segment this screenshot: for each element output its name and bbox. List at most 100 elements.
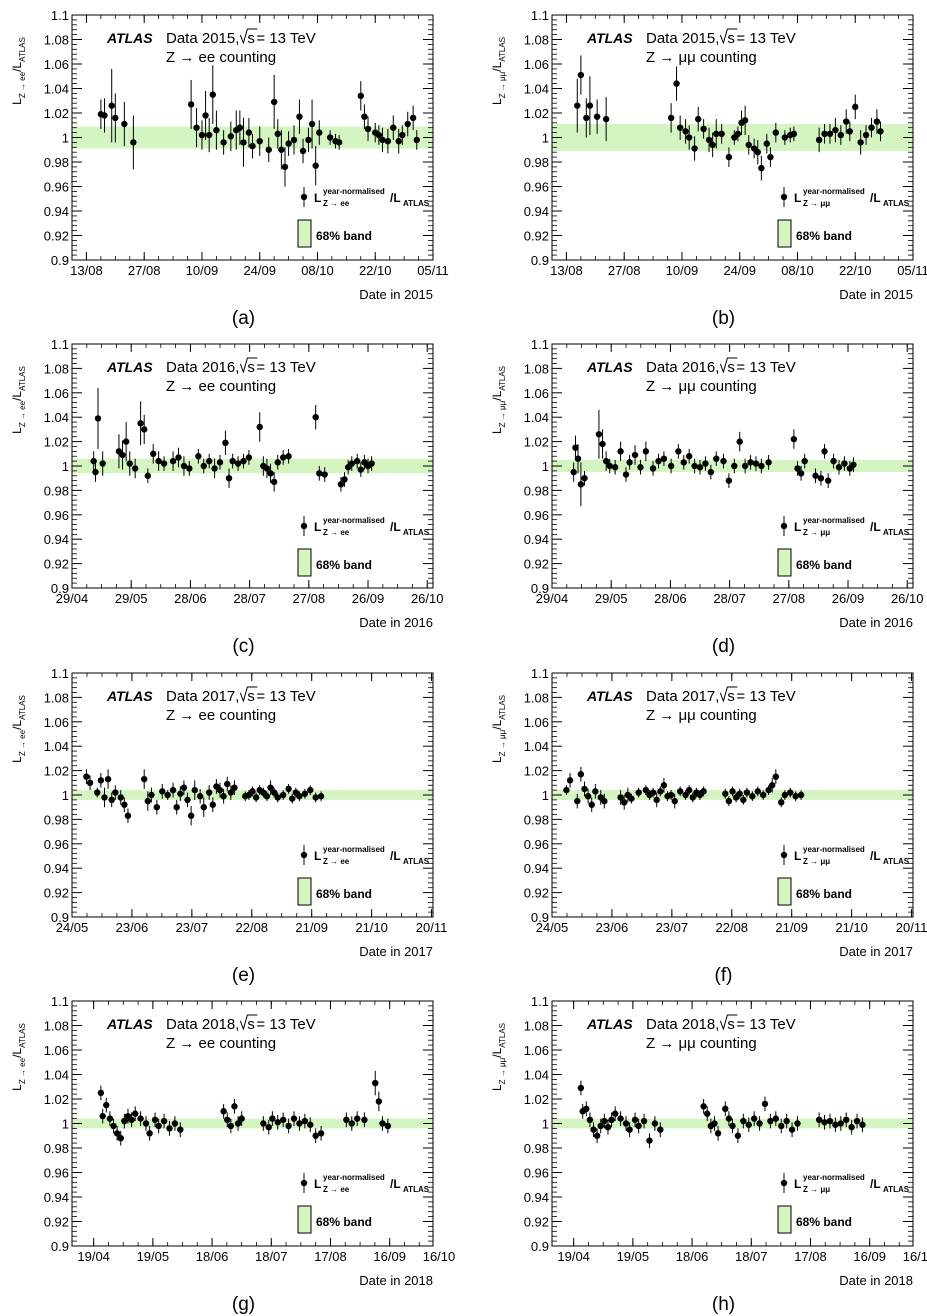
- data-point: [357, 92, 364, 100]
- data-point: [166, 1125, 173, 1132]
- y-tick-label: 1.04: [524, 1068, 549, 1083]
- data-point: [725, 1115, 733, 1122]
- data-point: [581, 475, 588, 482]
- y-tick-label: 1.1: [51, 666, 69, 681]
- sqrt-s-label: s: [247, 688, 255, 705]
- data-point: [252, 794, 260, 801]
- legend-atlas-sub: ATLAS: [403, 857, 430, 866]
- data-point: [224, 1116, 231, 1124]
- data-point: [101, 112, 108, 119]
- data-point: [173, 804, 180, 811]
- data-point: [626, 1126, 633, 1133]
- x-tick-label: 21/10: [835, 920, 868, 935]
- data-point: [593, 1132, 601, 1139]
- y-tick-label: 0.94: [44, 861, 69, 876]
- y-tick-label: 0.9: [51, 910, 69, 925]
- data-point: [756, 1120, 763, 1127]
- y-tick-label: 0.96: [524, 837, 549, 852]
- data-point: [317, 793, 325, 800]
- x-tick-label: 17/08: [314, 1249, 347, 1264]
- y-tick-label: 1.04: [524, 410, 549, 425]
- legend-marker: [780, 851, 788, 859]
- data-point: [83, 773, 90, 780]
- legend-band-label: 68% band: [316, 887, 372, 901]
- x-tick-label: 18/06: [676, 1249, 709, 1264]
- y-axis-label-part: ATLAS: [498, 37, 507, 62]
- x-axis-label: Date in 2017: [359, 944, 433, 959]
- data-point: [747, 459, 754, 466]
- data-point: [104, 775, 112, 783]
- data-point: [792, 793, 799, 800]
- data-point: [130, 139, 137, 146]
- process-label: Z → μμ counting: [646, 49, 757, 66]
- panel-label: (a): [232, 308, 255, 329]
- data-point: [296, 793, 303, 800]
- legend-subscript: Z → μμ: [803, 857, 830, 866]
- data-point: [642, 448, 650, 455]
- data-point: [588, 801, 595, 808]
- atlas-label: ATLAS: [586, 1016, 633, 1032]
- y-tick-label: 1.04: [524, 82, 549, 97]
- data-point: [631, 1116, 639, 1124]
- data-point: [740, 796, 747, 804]
- x-tick-label: 05/11: [897, 263, 927, 278]
- y-axis-label: LZ → μμ/LATLAS: [490, 695, 507, 763]
- y-tick-label: 0.98: [44, 812, 69, 827]
- legend-marker: [300, 193, 308, 201]
- y-tick-label: 1: [62, 1117, 69, 1132]
- sqrt-sign: [239, 357, 258, 374]
- data-point: [227, 1122, 235, 1130]
- data-point: [790, 435, 798, 443]
- legend-ratio: /L: [870, 191, 881, 205]
- legend-subscript: Z → ee: [323, 1185, 350, 1194]
- sqrt-s-label: s: [727, 1016, 735, 1033]
- y-tick-label: 0.9: [531, 910, 549, 925]
- data-point: [265, 146, 272, 153]
- y-tick-label: 0.92: [44, 1215, 69, 1230]
- x-tick-label: 29/04: [56, 591, 89, 606]
- atlas-label: ATLAS: [586, 359, 633, 375]
- data-point: [682, 791, 689, 799]
- y-tick-label: 0.92: [524, 1215, 549, 1230]
- data-point: [621, 799, 628, 806]
- data-point: [142, 1120, 150, 1127]
- energy-label: = 13 TeV: [736, 1016, 795, 1033]
- data-point: [675, 448, 682, 455]
- y-axis-label-part: Z → ee: [18, 1057, 27, 1084]
- x-tick-label: 27/08: [608, 263, 641, 278]
- data-point: [826, 130, 834, 138]
- data-point: [685, 453, 693, 460]
- data-point: [256, 137, 263, 145]
- data-point: [224, 780, 231, 788]
- x-tick-label: 22/08: [236, 920, 269, 935]
- data-point: [761, 1100, 769, 1108]
- data-point: [175, 454, 182, 461]
- data-point: [718, 130, 725, 138]
- sqrt-sign: [719, 357, 738, 374]
- data-point: [279, 791, 287, 799]
- atlas-label: ATLAS: [106, 688, 153, 704]
- data-point: [375, 1098, 383, 1105]
- data-year-label: Data 2018,: [166, 1016, 239, 1033]
- data-point: [611, 1110, 619, 1117]
- process-label: Z → μμ counting: [646, 1035, 757, 1052]
- y-axis-label-part: Z → μμ: [498, 729, 507, 756]
- sqrt-sign: [719, 686, 738, 703]
- data-point: [702, 460, 709, 467]
- data-point: [680, 459, 687, 466]
- x-tick-label: 18/07: [735, 1249, 768, 1264]
- data-year-label: Data 2016,: [166, 359, 239, 376]
- data-point: [126, 460, 133, 467]
- energy-label: = 13 TeV: [256, 688, 315, 705]
- legend-ratio: /L: [870, 1177, 881, 1191]
- data-point: [608, 1116, 615, 1124]
- x-tick-label: 19/04: [557, 1249, 590, 1264]
- legend-ratio: /L: [390, 520, 401, 534]
- y-tick-label: 1.1: [531, 337, 549, 352]
- legend-marker: [780, 193, 788, 201]
- data-point: [191, 786, 198, 794]
- legend-atlas-sub: ATLAS: [883, 857, 910, 866]
- data-point: [707, 468, 715, 476]
- data-point: [211, 465, 218, 472]
- data-point: [657, 788, 664, 795]
